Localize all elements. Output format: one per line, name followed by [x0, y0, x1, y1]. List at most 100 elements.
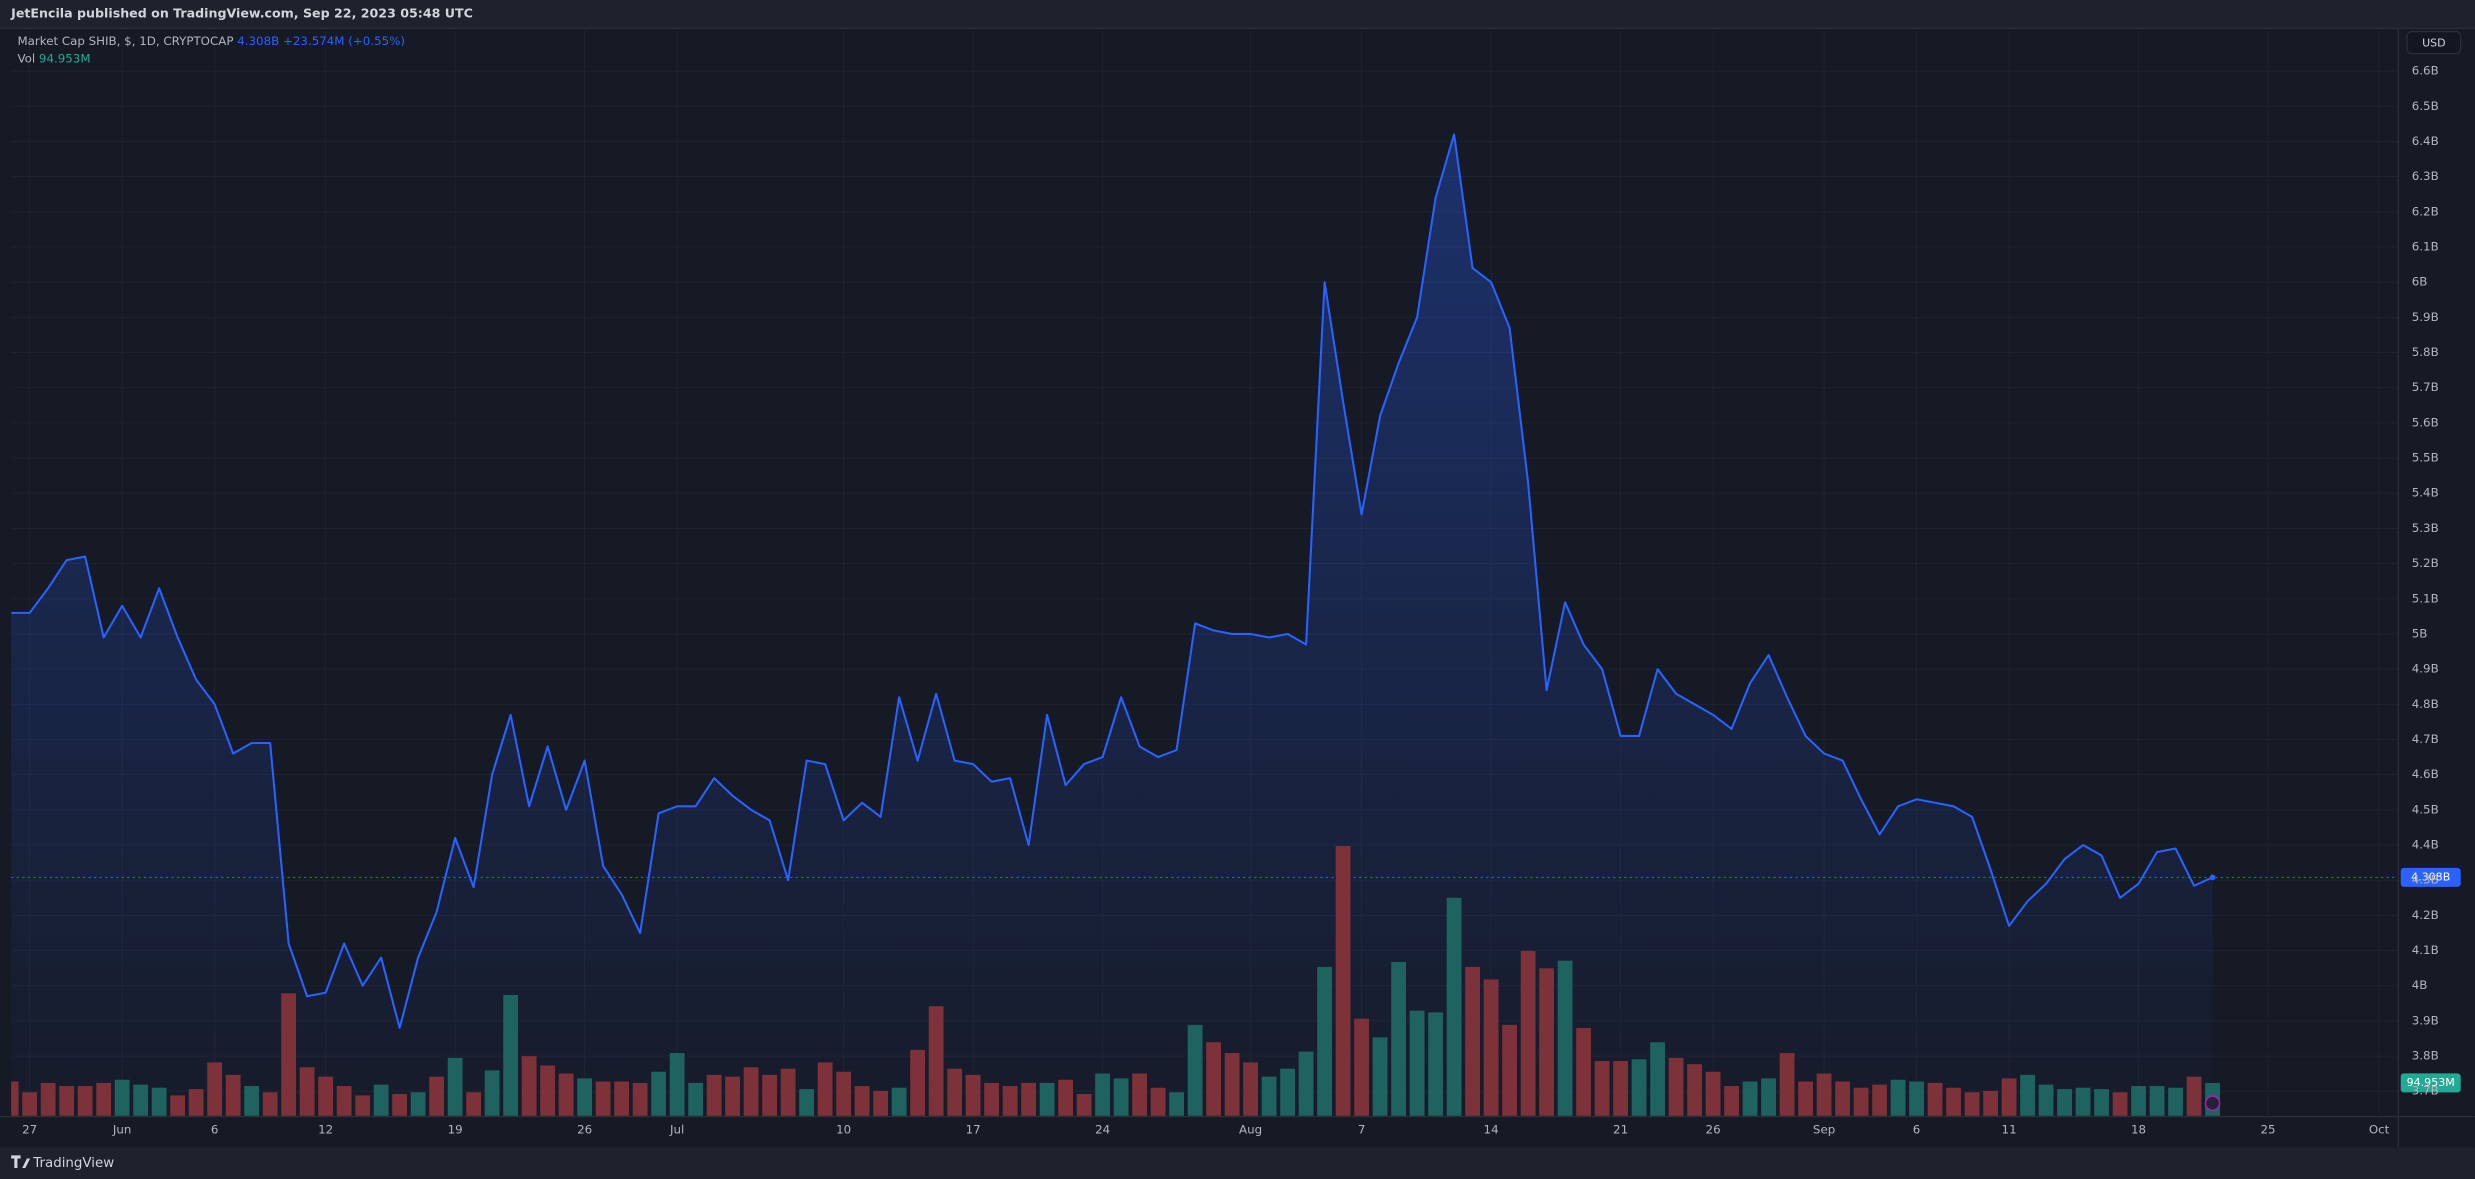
y-tick-label: 5.6B: [2412, 415, 2439, 429]
volume-bar: [817, 1062, 833, 1116]
y-tick-label: 5.5B: [2412, 451, 2439, 465]
volume-bar: [1946, 1087, 1961, 1116]
x-tick-label: 17: [966, 1123, 981, 1137]
volume-bar: [1317, 966, 1333, 1116]
volume-bar: [1853, 1087, 1869, 1116]
volume-bar: [1095, 1073, 1111, 1116]
y-tick-label: 4.3B: [2412, 873, 2439, 887]
volume-bar: [1761, 1078, 1776, 1116]
volume-bar: [2168, 1087, 2183, 1116]
volume-bar: [1650, 1042, 1665, 1116]
volume-bar: [503, 995, 519, 1116]
volume-bar: [1798, 1081, 1813, 1116]
volume-bar: [1576, 1028, 1591, 1116]
volume-bar: [1354, 1018, 1369, 1116]
volume-bar: [762, 1074, 778, 1116]
volume-bar: [540, 1065, 556, 1116]
volume-bar: [1742, 1081, 1758, 1116]
volume-bar: [1909, 1081, 1924, 1116]
last-volume-label: 94.953M: [2407, 1076, 2455, 1089]
y-tick-label: 5.4B: [2412, 486, 2439, 500]
volume-bar: [392, 1093, 408, 1116]
x-tick-label: Aug: [1239, 1123, 1262, 1137]
volume-bar: [854, 1086, 870, 1116]
volume-bar: [1113, 1078, 1129, 1116]
x-tick-label: 27: [22, 1123, 37, 1137]
volume-bar: [2131, 1086, 2146, 1116]
x-tick-label: Sep: [1813, 1123, 1835, 1137]
x-tick-label: Jul: [669, 1123, 684, 1137]
volume-bar: [373, 1084, 389, 1116]
volume-bar: [1594, 1061, 1610, 1116]
header-bar: [0, 0, 2475, 29]
volume-bar: [1872, 1084, 1887, 1116]
volume-bar: [1964, 1092, 1980, 1116]
volume-bar: [96, 1082, 112, 1116]
volume-bar: [632, 1082, 648, 1116]
volume-bar: [447, 1057, 463, 1116]
y-tick-label: 6.6B: [2412, 64, 2439, 78]
volume-bar: [1132, 1073, 1148, 1116]
volume-bar: [799, 1089, 815, 1116]
volume-bar: [1002, 1086, 1018, 1116]
currency-label[interactable]: USD: [2422, 36, 2446, 49]
volume-bar: [1446, 897, 1462, 1116]
x-tick-label: 6: [1913, 1123, 1921, 1137]
volume-bar: [1927, 1082, 1943, 1116]
volume-bar: [1058, 1079, 1074, 1116]
volume-bar: [2186, 1076, 2202, 1116]
volume-bar: [891, 1087, 907, 1116]
x-tick-label: 26: [577, 1123, 592, 1137]
footer-bar: [0, 1147, 2475, 1179]
volume-bar: [466, 1092, 482, 1116]
y-tick-label: 5.9B: [2412, 310, 2439, 324]
volume-bar: [77, 1086, 93, 1116]
volume-bar: [484, 1070, 500, 1116]
y-tick-label: 6.5B: [2412, 99, 2439, 113]
volume-legend-label: Vol: [17, 51, 35, 65]
volume-bar: [836, 1071, 852, 1116]
volume-bar: [281, 993, 297, 1116]
volume-bar: [706, 1074, 722, 1116]
volume-bar: [1076, 1093, 1092, 1116]
volume-bar: [1539, 968, 1554, 1116]
volume-bar: [947, 1068, 963, 1116]
x-tick-label: 25: [2261, 1123, 2276, 1137]
volume-bar: [1187, 1024, 1203, 1116]
y-tick-label: 4.9B: [2412, 662, 2439, 676]
volume-bar: [1687, 1064, 1702, 1116]
y-tick-label: 4.8B: [2412, 697, 2439, 711]
volume-bar: [188, 1089, 204, 1116]
header-text: JetEncila published on TradingView.com, …: [10, 6, 473, 21]
volume-bar: [40, 1082, 56, 1116]
volume-bar: [669, 1053, 685, 1116]
volume-bar: [2094, 1089, 2109, 1116]
y-tick-label: 5.1B: [2412, 591, 2439, 605]
volume-bar: [410, 1092, 426, 1116]
legend-symbol: Market Cap SHIB, $, 1D, CRYPTOCAP: [17, 34, 233, 48]
volume-bar: [170, 1095, 186, 1116]
y-tick-label: 4.6B: [2412, 767, 2439, 781]
x-tick-label: Jun: [112, 1123, 131, 1137]
volume-bar: [1150, 1087, 1166, 1116]
overlay: 4.308B 94.953M: [2204, 867, 2461, 1112]
currency-button[interactable]: [2406, 30, 2462, 55]
volume-bar: [2075, 1087, 2091, 1116]
y-tick-label: 5.2B: [2412, 556, 2439, 570]
legend-change: +23.574M (+0.55%): [283, 34, 405, 48]
y-tick-label: 4B: [2412, 978, 2428, 992]
x-tick-label: Oct: [2369, 1123, 2390, 1137]
volume-bar: [133, 1084, 149, 1116]
x-tick-label: 18: [2131, 1123, 2146, 1137]
volume-bar: [336, 1086, 352, 1116]
last-price-dot: [2209, 874, 2216, 881]
volume-bar: [614, 1081, 630, 1116]
volume-bar: [2001, 1078, 2017, 1116]
volume-bar: [225, 1074, 241, 1116]
y-tick-label: 6B: [2412, 275, 2428, 289]
volume-bar: [521, 1056, 537, 1116]
volume-legend-value: 94.953M: [39, 51, 91, 65]
volume-bar: [1631, 1059, 1647, 1116]
volume-bar: [1428, 1012, 1443, 1116]
